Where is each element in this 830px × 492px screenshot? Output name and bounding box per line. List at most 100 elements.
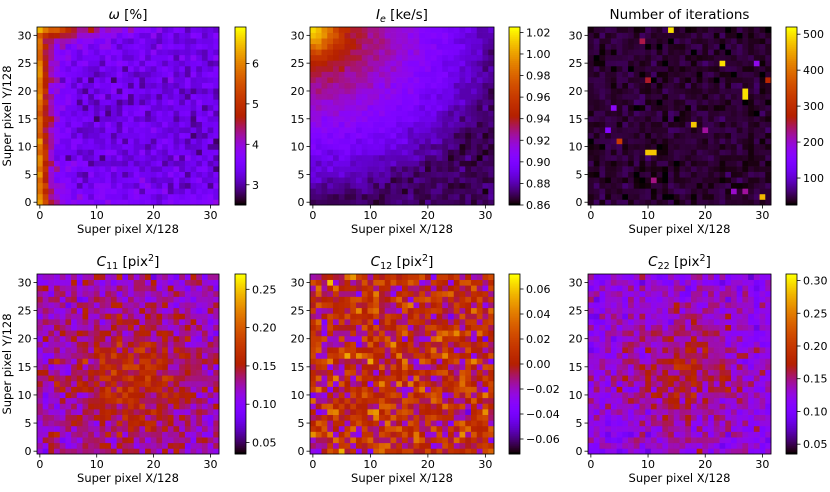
heatmap-cell [145,177,152,184]
heatmap-cell [736,65,743,72]
heatmap-cell [753,54,760,61]
heatmap-cell [201,425,208,432]
heatmap-cell [327,143,334,150]
heatmap-cell [201,341,208,348]
heatmap-cell [71,116,78,122]
heatmap-cell [361,409,368,415]
heatmap-cell [593,188,600,195]
colorbar-step [235,133,246,137]
heatmap-cell [442,110,449,117]
heatmap-cell [765,166,772,172]
heatmap-cell [133,296,140,303]
heatmap-cell [179,82,186,89]
heatmap-cell [116,110,123,117]
heatmap-cell [373,442,380,449]
heatmap-cell [605,43,612,50]
heatmap-cell [622,188,629,195]
colorbar-step [509,30,520,34]
heatmap-cell [702,60,709,67]
y-tick-label: 10 [18,389,32,402]
heatmap-cell [133,77,140,83]
heatmap-cell [742,32,749,39]
heatmap-cell [162,335,169,342]
colorbar-step [509,157,520,160]
heatmap-cell [37,442,44,449]
heatmap-cell [442,54,449,61]
heatmap-cell [344,397,351,404]
heatmap-cell [390,437,397,444]
heatmap-cell [690,65,698,72]
colorbar-step [235,32,246,36]
heatmap-cell [65,65,72,72]
heatmap-cell [145,375,152,382]
heatmap-cell [616,99,623,106]
heatmap-cell [145,397,152,404]
heatmap-cell [207,65,214,72]
heatmap-cell [139,110,146,117]
heatmap-cell [162,177,169,184]
heatmap-cell [685,171,692,178]
heatmap-cell [367,403,374,410]
heatmap-cell [436,110,443,117]
heatmap-cell [48,341,55,348]
heatmap-cell [207,403,214,410]
heatmap-cell [765,77,772,83]
heatmap-cell [476,414,483,421]
x-tick-label: 20 [421,209,435,222]
heatmap-cell [588,138,595,145]
heatmap-cell [599,54,606,61]
heatmap-cell [719,54,726,61]
heatmap-cell [310,99,317,106]
heatmap-cell [110,121,117,128]
heatmap-cell [730,93,738,100]
colorbar-step [235,195,246,198]
x-axis-label: Super pixel X/128 [351,222,453,236]
heatmap-cell [593,110,600,117]
heatmap-cell [471,448,478,455]
heatmap-cell [482,425,489,432]
heatmap-cell [708,132,715,139]
plot-frame [36,26,220,206]
heatmap-cell [333,386,340,393]
heatmap-cell [419,149,426,156]
heatmap-cell [93,93,100,100]
heatmap-cell [436,403,443,410]
heatmap-cell [133,43,140,50]
heatmap-cell [338,88,345,95]
x-tick-label: 10 [641,209,655,222]
heatmap-cell [690,121,698,128]
heatmap-cell [156,380,163,387]
heatmap-cell [379,386,386,393]
heatmap-cell [196,49,203,56]
heatmap-cell [402,99,409,106]
heatmap-cell [407,65,414,72]
heatmap-cell [736,93,743,100]
heatmap-cell [350,116,357,122]
heatmap-cell [162,121,169,128]
heatmap-cell [82,171,89,178]
heatmap-cell [76,143,83,150]
heatmap-cell [128,319,135,325]
colorbar-step [509,106,520,109]
heatmap-cell [105,110,112,117]
heatmap-cell [402,193,409,200]
heatmap-cell [213,166,220,172]
heatmap-cell [436,431,443,438]
heatmap-cell [93,392,100,399]
heatmap-cell [679,166,686,172]
heatmap-cell [48,116,55,122]
heatmap-cell [162,188,169,195]
heatmap-cell [384,386,391,393]
heatmap-cell [145,420,152,427]
heatmap-cell [65,403,72,410]
heatmap-cell [59,132,66,139]
heatmap-cell [93,65,100,72]
heatmap-cell [315,414,322,421]
heatmap-cell [201,177,208,184]
colorbar-step [786,171,797,174]
heatmap-cell [116,319,123,325]
heatmap-cell [384,149,391,156]
heatmap-cell [207,32,214,39]
heatmap-cell [593,93,600,100]
heatmap-cell [173,182,180,189]
